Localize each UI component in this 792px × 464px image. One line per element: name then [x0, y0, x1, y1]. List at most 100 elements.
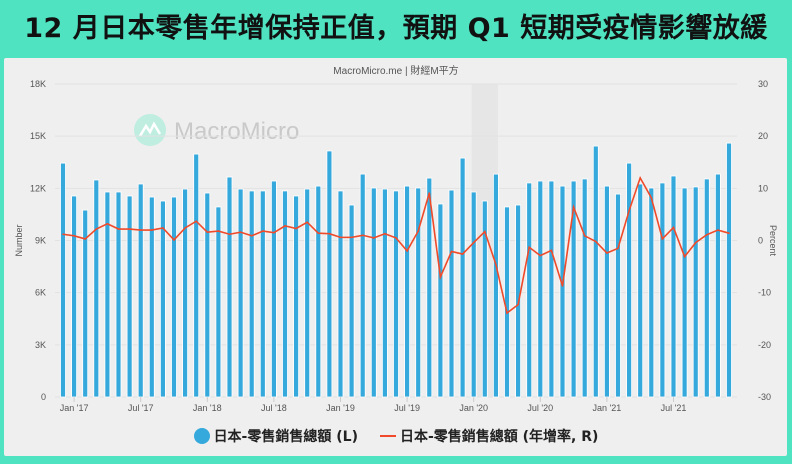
bar-2017-12 — [193, 153, 200, 398]
y-right-tick-label: -20 — [758, 340, 771, 350]
yoy-point-2018-10 — [306, 221, 309, 224]
yoy-point-2018-06 — [262, 230, 264, 232]
yoy-point-2021-02 — [617, 247, 619, 250]
yoy-point-2019-02 — [350, 236, 353, 239]
yoy-point-2019-12 — [461, 253, 464, 255]
yoy-point-2020-01 — [472, 241, 475, 244]
yoy-point-2021-03 — [628, 209, 630, 212]
yoy-point-2021-11 — [717, 229, 719, 231]
yoy-point-2018-12 — [328, 232, 331, 235]
x-tick-label: Jan '19 — [326, 403, 355, 413]
bar-2018-03 — [226, 176, 233, 398]
x-tick-label: Jul '19 — [394, 403, 420, 413]
legend-line-swatch — [379, 435, 396, 437]
y-left-tick-label: 0 — [41, 392, 46, 402]
bar-2018-01 — [204, 192, 211, 398]
bar-2018-06 — [259, 190, 266, 398]
bar-2018-08 — [282, 190, 288, 398]
bar-2021-12 — [726, 142, 732, 398]
y-right-axis-title: Percent — [768, 225, 778, 257]
bar-2017-09 — [159, 200, 166, 398]
bar-2019-09 — [426, 177, 433, 398]
bar-2021-03 — [626, 162, 632, 398]
bar-2019-08 — [415, 187, 422, 398]
yoy-point-2019-04 — [373, 237, 375, 239]
bar-2018-11 — [315, 185, 322, 398]
bar-2017-10 — [171, 196, 177, 398]
yoy-point-2018-04 — [239, 231, 242, 233]
watermark-logo-mark — [138, 121, 162, 137]
yoy-point-2020-11 — [583, 235, 586, 237]
x-tick-label: Jul '17 — [128, 403, 154, 413]
yoy-point-2021-01 — [606, 252, 608, 254]
x-tick-label: Jul '18 — [261, 403, 287, 413]
yoy-point-2019-05 — [384, 232, 386, 235]
chart-title: 12 月日本零售年增保持正值，預期 Q1 短期受疫情影響放緩 — [24, 13, 768, 44]
yoy-point-2019-10 — [439, 276, 442, 278]
bar-2017-08 — [148, 196, 155, 398]
bar-2020-12 — [592, 145, 599, 398]
bar-2019-04 — [370, 187, 377, 398]
bar-2021-08 — [681, 187, 688, 398]
bar-2021-11 — [715, 173, 721, 398]
yoy-point-2017-07 — [139, 229, 142, 231]
yoy-point-2019-01 — [339, 236, 342, 239]
legend-bar-label[interactable]: 日本-零售銷售總額 (L) — [213, 429, 358, 445]
bar-2021-02 — [615, 193, 621, 398]
yoy-point-2019-11 — [450, 250, 453, 253]
bar-2017-02 — [82, 209, 89, 398]
bar-2019-06 — [393, 190, 399, 398]
yoy-point-2017-05 — [117, 228, 120, 230]
bar-2018-07 — [270, 180, 277, 398]
yoy-point-2019-08 — [417, 230, 420, 232]
legend: 日本-零售銷售總額 (L) 日本-零售銷售總額 (年增率, R) — [0, 426, 792, 446]
bar-2017-03 — [93, 179, 100, 398]
bar-2021-06 — [659, 182, 666, 398]
yoy-point-2018-03 — [228, 233, 231, 236]
yoy-point-2019-09 — [428, 192, 431, 194]
yoy-point-2017-12 — [195, 220, 197, 222]
x-tick-label: Jan '21 — [593, 403, 622, 413]
yoy-point-2020-04 — [506, 312, 508, 314]
x-tick-label: Jan '18 — [193, 403, 222, 413]
yoy-point-2020-09 — [561, 285, 564, 287]
yoy-point-2021-07 — [672, 226, 675, 229]
bar-2020-02 — [481, 200, 488, 398]
yoy-point-2017-11 — [184, 227, 186, 229]
yoy-point-2020-05 — [517, 303, 519, 306]
bar-2021-10 — [703, 178, 710, 398]
yoy-point-2018-01 — [206, 231, 209, 233]
bar-2017-07 — [137, 183, 144, 398]
bar-2017-05 — [115, 191, 122, 398]
bar-2016-12 — [60, 162, 66, 398]
yoy-point-2019-06 — [395, 237, 397, 239]
yoy-point-2021-06 — [661, 238, 664, 240]
bar-2019-01 — [337, 190, 344, 398]
yoy-point-2020-02 — [484, 230, 486, 233]
yoy-point-2020-12 — [595, 240, 597, 243]
x-tick-label: Jan '20 — [459, 403, 488, 413]
yoy-point-2018-09 — [295, 227, 297, 230]
bar-2018-12 — [326, 150, 333, 398]
yoy-point-2017-04 — [106, 223, 109, 225]
yoy-point-2020-07 — [539, 254, 542, 257]
bar-2019-10 — [437, 203, 444, 398]
bar-2019-02 — [348, 204, 355, 398]
yoy-point-2017-09 — [162, 227, 164, 229]
bar-2017-11 — [182, 188, 189, 398]
bar-2019-05 — [381, 188, 388, 398]
yoy-point-2021-09 — [694, 241, 697, 244]
yoy-point-2020-03 — [495, 263, 497, 266]
y-left-tick-label: 9K — [35, 236, 46, 246]
yoy-point-2017-01 — [73, 235, 75, 237]
y-right-tick-label: 10 — [758, 183, 768, 193]
legend-line-label[interactable]: 日本-零售銷售總額 (年增率, R) — [399, 429, 599, 445]
bar-2021-09 — [692, 186, 699, 398]
yoy-point-2021-05 — [650, 196, 653, 199]
bar-2021-05 — [648, 187, 655, 398]
bar-2018-05 — [248, 190, 255, 398]
bar-2017-01 — [71, 195, 77, 398]
y-right-tick-label: 0 — [758, 236, 763, 246]
bar-2020-09 — [559, 185, 566, 398]
